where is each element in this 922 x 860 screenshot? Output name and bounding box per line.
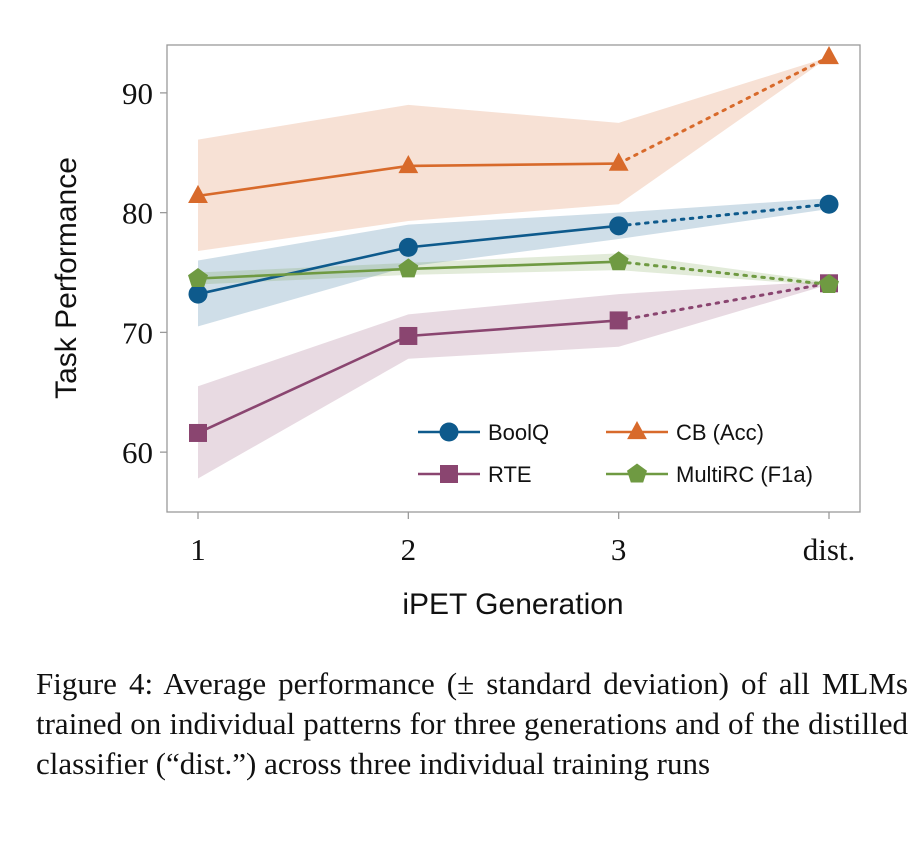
dotted-line-boolq — [617, 202, 831, 228]
dotted-line-rte — [617, 281, 831, 322]
x-tick-label: dist. — [803, 532, 856, 567]
x-tick-label: 3 — [611, 532, 627, 567]
x-axis-label: iPET Generation — [402, 588, 623, 621]
figure-caption: Figure 4: Average performance (± standar… — [36, 666, 908, 781]
legend-marker-multirc-f1a — [627, 463, 647, 483]
legend-label-multirc-f1a: MultiRC (F1a) — [676, 462, 813, 487]
point-cb-acc-1 — [188, 184, 208, 204]
band-multirc-f1a — [198, 253, 829, 286]
legend: BoolQ CB (Acc) RTE MultiRC (F1a) — [418, 420, 813, 487]
y-tick-label: 60 — [122, 435, 153, 470]
point-rte-2 — [399, 326, 418, 345]
legend-label-rte: RTE — [488, 462, 532, 487]
point-boolq-3 — [609, 216, 629, 236]
point-rte-1 — [189, 423, 207, 442]
point-multirc-f1a-3 — [608, 251, 629, 271]
point-rte-3 — [609, 311, 628, 330]
std-bands — [198, 56, 829, 479]
point-multirc-f1a-2 — [398, 258, 419, 278]
legend-label-cb-acc: CB (Acc) — [676, 420, 764, 445]
y-tick-label: 80 — [122, 196, 153, 231]
y-axis-label: Task Performance — [50, 157, 83, 399]
plot-frame — [166, 44, 861, 513]
legend-label-boolq: BoolQ — [488, 420, 549, 445]
band-cb-acc — [198, 56, 829, 251]
dotted-line-multirc-f1a — [617, 260, 831, 286]
dotted-line-cb-acc — [617, 55, 831, 166]
y-axis-ticks: 60 70 80 90 — [122, 76, 167, 470]
series-markers — [188, 45, 839, 442]
legend-marker-cb-acc — [627, 421, 647, 440]
point-boolq-1 — [188, 284, 208, 304]
point-cb-acc-3 — [608, 152, 629, 171]
point-boolq-2 — [398, 237, 418, 257]
x-tick-label: 2 — [401, 532, 417, 567]
x-axis-ticks: 1 2 3 dist. — [190, 512, 855, 567]
legend-marker-rte — [440, 465, 458, 483]
band-rte — [198, 280, 829, 479]
point-cb-acc-2 — [398, 154, 419, 174]
point-multirc-f1a-1 — [188, 268, 208, 287]
legend-marker-boolq — [439, 422, 459, 442]
line-chart: 1 2 3 dist. 60 70 80 90 iPET Generation Task P… — [50, 44, 861, 621]
y-tick-label: 90 — [122, 76, 153, 111]
band-boolq — [198, 198, 829, 327]
point-boolq-4 — [819, 194, 839, 214]
y-tick-label: 70 — [122, 315, 153, 350]
point-multirc-f1a-4 — [819, 273, 839, 293]
point-cb-acc-4 — [819, 45, 839, 65]
x-tick-label: 1 — [190, 532, 206, 567]
